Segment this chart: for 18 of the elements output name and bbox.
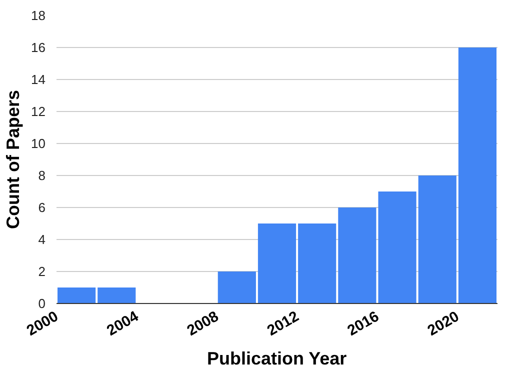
y-tick-label: 6 bbox=[38, 200, 46, 215]
y-tick-label: 18 bbox=[31, 8, 46, 23]
x-axis-title: Publication Year bbox=[206, 348, 347, 369]
x-tick-label: 2016 bbox=[344, 308, 382, 340]
x-tick-label: 2008 bbox=[184, 308, 222, 340]
x-tick-label: 2000 bbox=[24, 308, 62, 340]
x-tick-label: 2004 bbox=[104, 308, 142, 340]
y-tick-label: 14 bbox=[31, 72, 46, 87]
y-tick-label: 4 bbox=[38, 232, 46, 247]
y-tick-label: 2 bbox=[38, 264, 46, 279]
y-tick-label: 8 bbox=[38, 168, 46, 183]
y-axis-title: Count of Papers bbox=[3, 90, 24, 230]
y-tick-label: 10 bbox=[31, 136, 46, 151]
x-tick-label: 2012 bbox=[264, 308, 302, 340]
x-tick-label: 2020 bbox=[424, 308, 462, 340]
y-tick-label: 16 bbox=[31, 40, 46, 55]
y-tick-label: 0 bbox=[38, 296, 46, 311]
y-tick-label: 12 bbox=[31, 104, 46, 119]
